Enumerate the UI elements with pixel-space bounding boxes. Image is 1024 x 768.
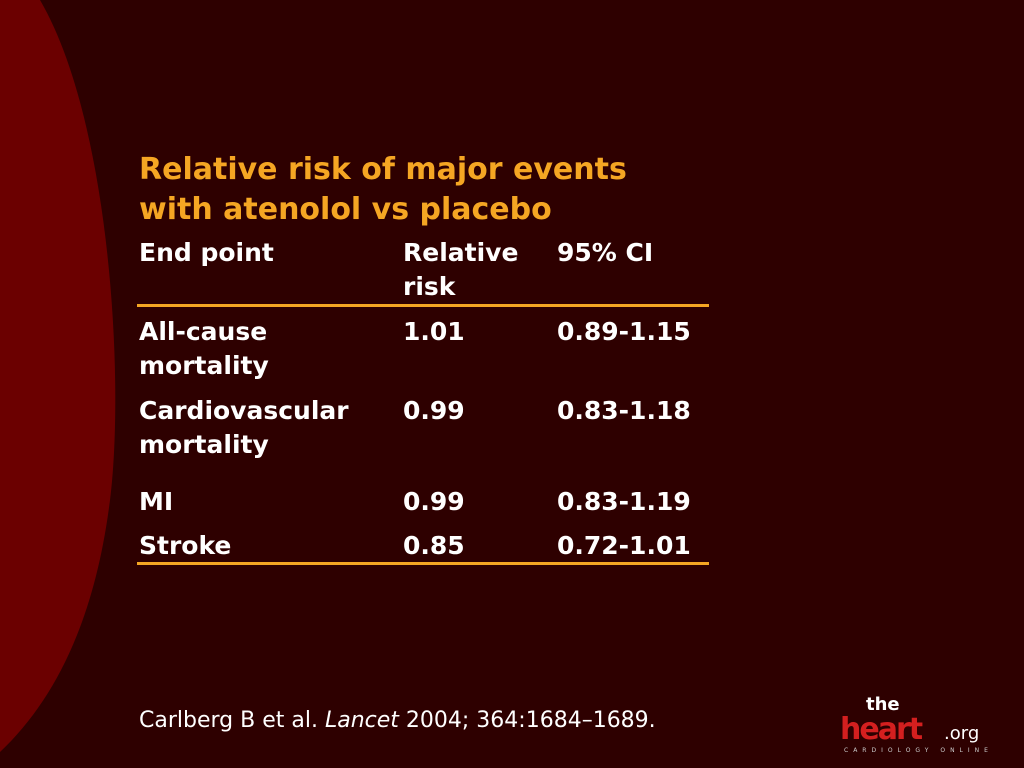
header-rr-line2: risk (403, 272, 456, 301)
row-rr: 0.99 (403, 396, 465, 425)
row-endpoint-line2: mortality (139, 430, 269, 459)
row-ci: 0.89-1.15 (557, 317, 691, 346)
row-endpoint: Cardiovascular (139, 396, 349, 425)
title-line-2: with atenolol vs placebo (139, 192, 552, 227)
row-endpoint: All-cause (139, 317, 268, 346)
row-rr: 0.99 (403, 487, 465, 516)
logo-tagline: CARDIOLOGY ONLINE (844, 747, 993, 754)
citation-authors: Carlberg B et al. (139, 708, 318, 733)
citation-details: 2004; 364:1684–1689. (405, 708, 656, 733)
row-endpoint-line2: mortality (139, 351, 269, 380)
row-ci: 0.83-1.18 (557, 396, 691, 425)
logo-org: .org (944, 723, 980, 744)
row-ci: 0.72-1.01 (557, 531, 691, 560)
header-rr-line1: Relative (403, 238, 519, 267)
row-ci: 0.83-1.19 (557, 487, 691, 516)
title-line-1: Relative risk of major events (139, 152, 627, 187)
logo-the: the (866, 694, 900, 715)
header-ci: 95% CI (557, 238, 654, 267)
row-rr: 1.01 (403, 317, 465, 346)
row-endpoint: Stroke (139, 531, 232, 560)
citation: Carlberg B et al. Lancet 2004; 364:1684–… (139, 708, 656, 733)
footer-rule (137, 562, 709, 565)
slide-title: Relative risk of major events with ateno… (139, 150, 627, 230)
row-rr: 0.85 (403, 531, 465, 560)
theheart-logo: the heart .org CARDIOLOGY ONLINE (840, 696, 1020, 758)
header-endpoint: End point (139, 238, 274, 267)
header-rule (137, 304, 709, 307)
row-endpoint: MI (139, 487, 174, 516)
logo-heart: heart (840, 712, 923, 747)
citation-journal: Lancet (324, 708, 399, 733)
